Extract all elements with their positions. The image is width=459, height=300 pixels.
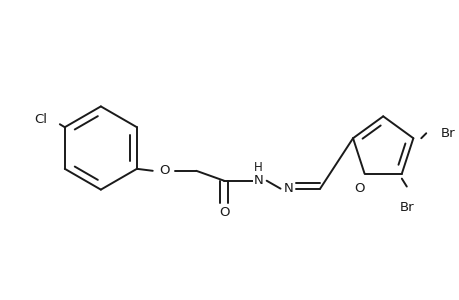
Text: H: H — [254, 161, 263, 174]
Text: O: O — [159, 164, 169, 177]
Text: O: O — [218, 206, 229, 219]
Text: N: N — [253, 174, 263, 187]
Text: Br: Br — [440, 127, 455, 140]
Text: N: N — [283, 182, 293, 195]
Text: O: O — [353, 182, 364, 195]
Text: Cl: Cl — [34, 113, 47, 126]
Text: Br: Br — [398, 201, 413, 214]
